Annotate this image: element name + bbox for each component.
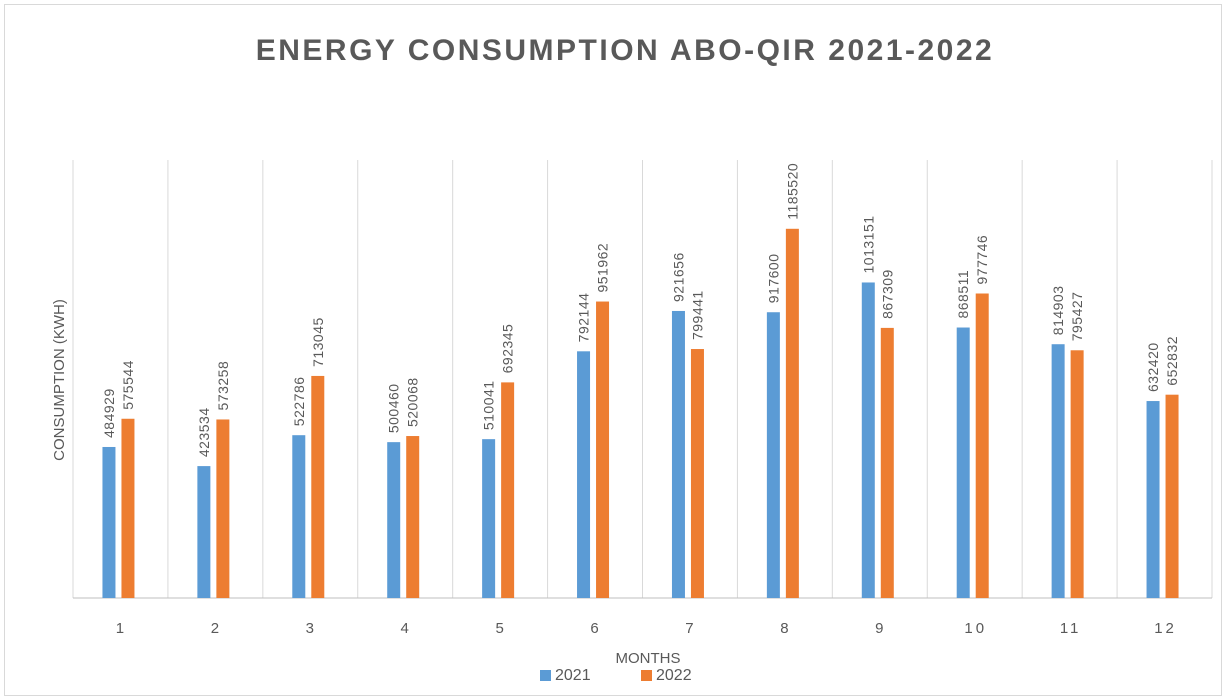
data-label: 814903 xyxy=(1050,285,1066,335)
data-label: 423534 xyxy=(196,407,212,457)
legend-label: 2022 xyxy=(656,667,692,684)
bar xyxy=(197,466,211,598)
data-label: 713045 xyxy=(310,317,326,367)
x-tick-label: 11 xyxy=(1060,620,1082,637)
data-label: 792144 xyxy=(576,293,592,343)
bar xyxy=(406,436,420,598)
x-tick-label: 4 xyxy=(401,620,412,637)
x-tick-label: 8 xyxy=(780,620,791,637)
bar xyxy=(861,282,875,598)
bar xyxy=(121,418,135,598)
data-label: 520068 xyxy=(405,377,421,427)
bar xyxy=(785,228,799,598)
data-label: 795427 xyxy=(1069,292,1085,342)
bar xyxy=(880,327,894,598)
data-label: 652832 xyxy=(1164,336,1180,386)
x-tick-label: 2 xyxy=(211,620,222,637)
data-label: 500460 xyxy=(386,383,402,433)
bar xyxy=(1070,350,1084,598)
bar xyxy=(690,349,704,598)
bar xyxy=(577,351,591,598)
x-tick-label: 6 xyxy=(590,620,601,637)
data-label: 522786 xyxy=(291,376,307,426)
bar xyxy=(1146,401,1160,598)
bar xyxy=(311,375,325,598)
bar xyxy=(1165,394,1179,598)
data-label: 575544 xyxy=(120,360,136,410)
x-tick-label: 9 xyxy=(875,620,886,637)
bar xyxy=(387,442,401,598)
bar xyxy=(596,301,610,598)
data-label: 951962 xyxy=(595,243,611,293)
data-label: 799441 xyxy=(689,290,705,340)
data-label: 692345 xyxy=(500,324,516,374)
y-axis-label: CONSUMPTION (KWH) xyxy=(51,299,68,461)
x-tick-label: 5 xyxy=(495,620,506,637)
x-axis-label: MONTHS xyxy=(616,650,681,667)
bar xyxy=(766,312,780,598)
data-label: 1185520 xyxy=(784,163,800,220)
data-label: 977746 xyxy=(974,235,990,285)
legend-label: 2021 xyxy=(555,667,591,684)
data-label: 921656 xyxy=(670,252,686,302)
data-label: 632420 xyxy=(1145,342,1161,392)
data-label: 867309 xyxy=(879,269,895,319)
legend-swatch xyxy=(641,670,652,681)
legend-swatch xyxy=(540,670,551,681)
bar xyxy=(975,293,989,598)
chart-border xyxy=(4,4,1222,696)
x-tick-label: 12 xyxy=(1154,620,1177,637)
data-label: 868511 xyxy=(955,270,971,319)
bar xyxy=(216,419,230,598)
data-label: 917600 xyxy=(765,254,781,304)
data-label: 484929 xyxy=(101,388,117,438)
x-tick-label: 3 xyxy=(306,620,317,637)
x-tick-label: 10 xyxy=(964,620,987,637)
chart-title: ENERGY CONSUMPTION ABO-QIR 2021-2022 xyxy=(256,34,995,67)
bar xyxy=(1051,344,1065,598)
bar xyxy=(482,439,496,598)
bar xyxy=(956,327,970,598)
bar xyxy=(292,435,306,598)
bar xyxy=(102,446,116,598)
data-label: 510041 xyxy=(481,380,497,430)
x-tick-label: 7 xyxy=(685,620,696,637)
bar xyxy=(671,310,685,598)
x-tick-label: 1 xyxy=(116,620,127,637)
data-label: 1013151 xyxy=(860,215,876,273)
data-label: 573258 xyxy=(215,361,231,411)
bar xyxy=(501,382,515,598)
